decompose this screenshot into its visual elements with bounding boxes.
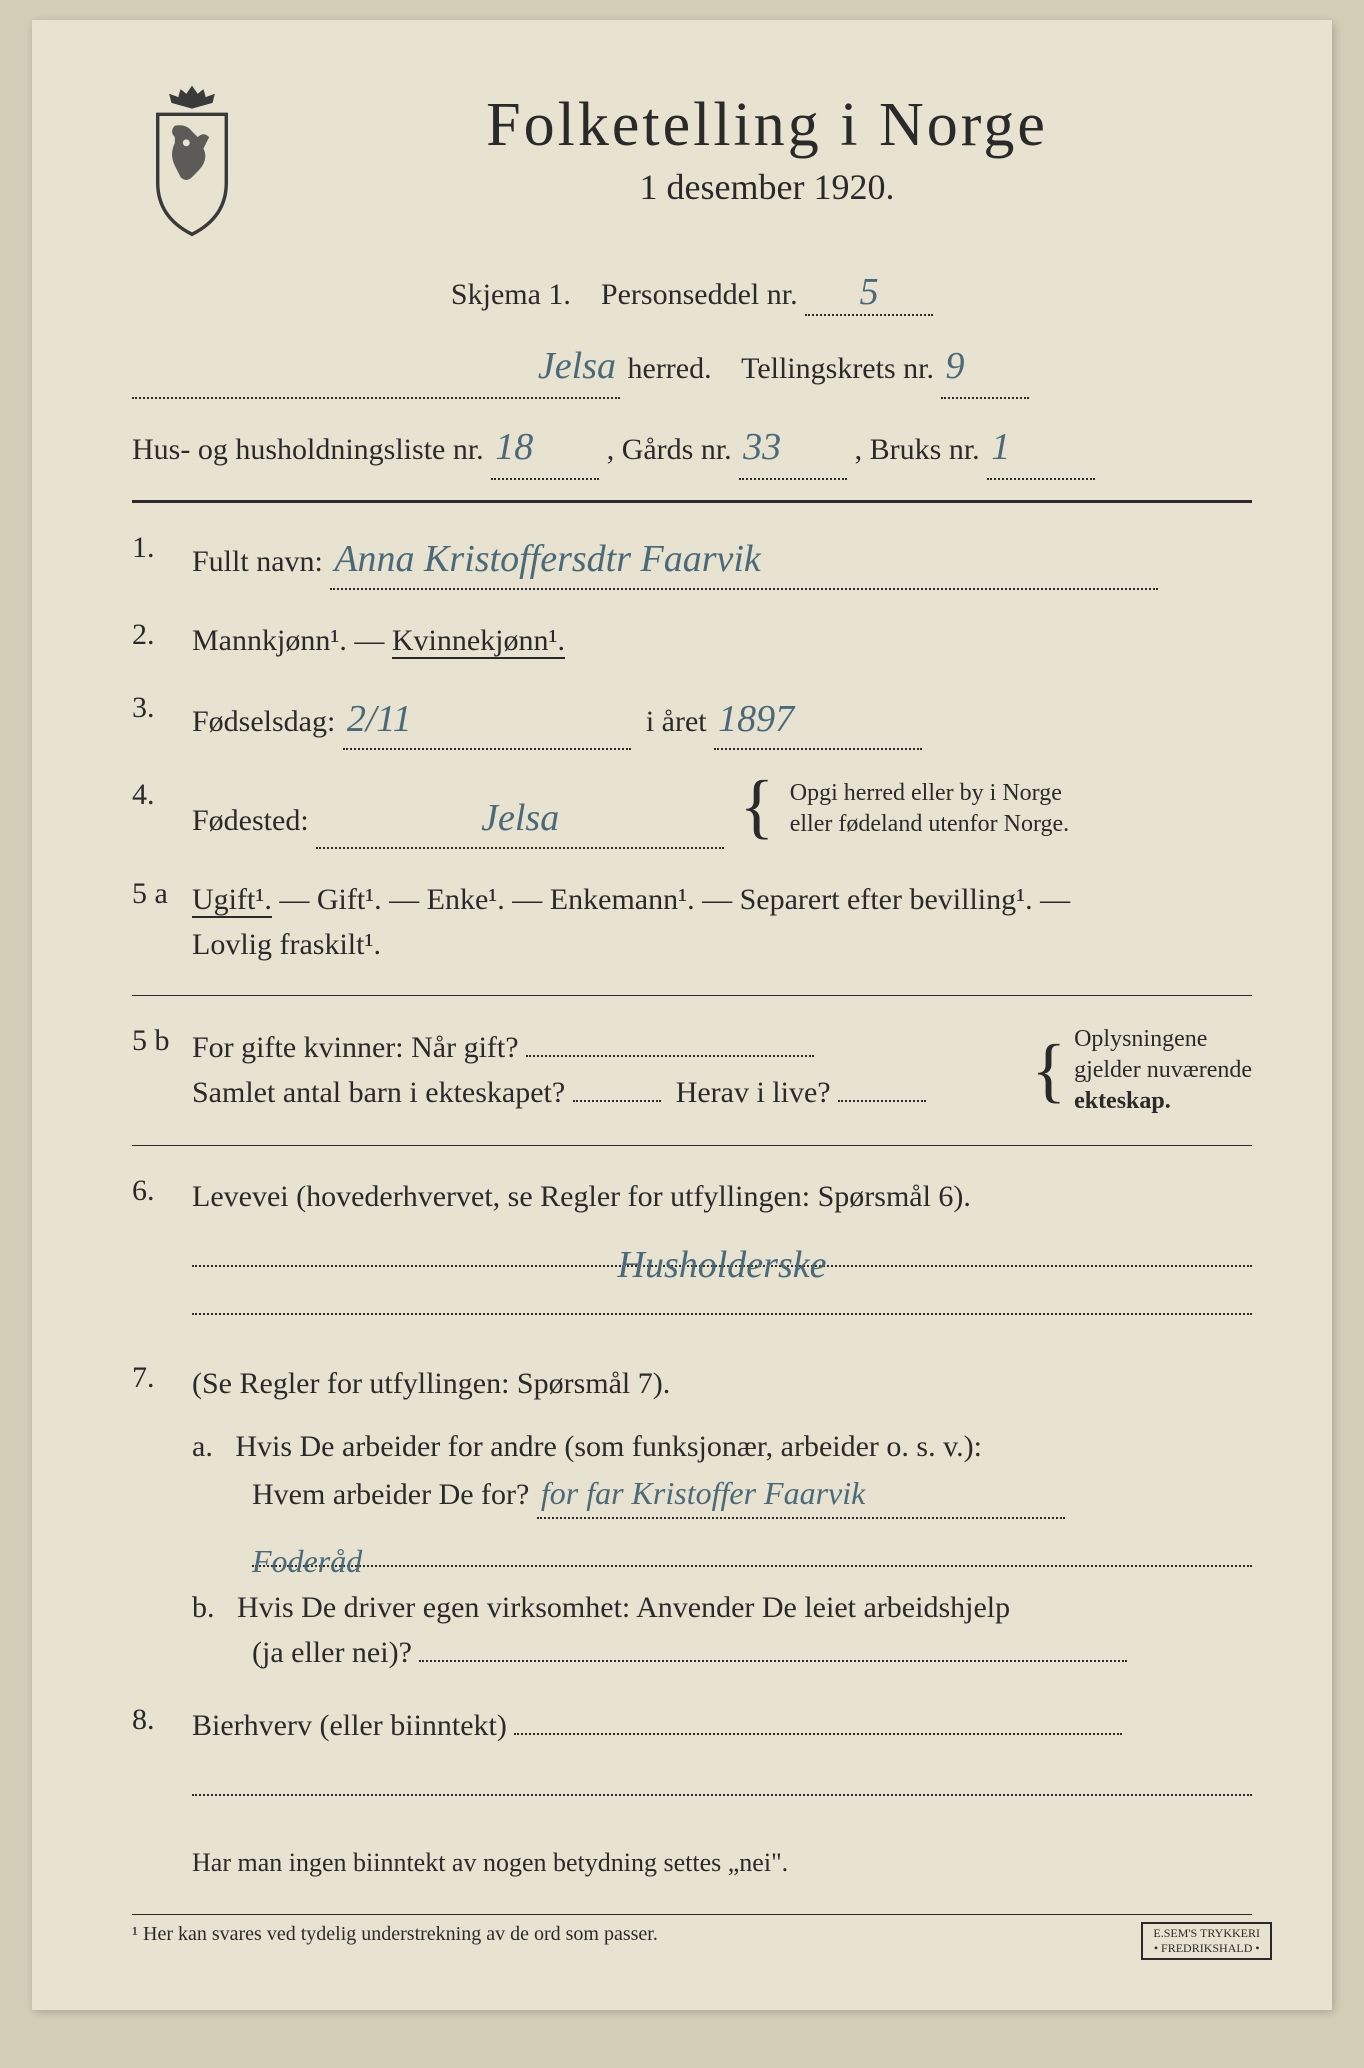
gards-nr: 33 (743, 417, 781, 478)
q7b-line1: Hvis De driver egen virksomhet: Anvender… (237, 1591, 1010, 1624)
q5a-opt3: Enke¹. (427, 883, 505, 916)
q7a-value2: Foderåd (252, 1537, 362, 1585)
q5a-opt1: Ugift¹. (192, 883, 272, 918)
gards-label: , Gårds nr. (607, 433, 732, 466)
telling-nr: 9 (945, 336, 964, 397)
q8-label: Bierhverv (eller biinntekt) (192, 1709, 507, 1742)
q1-num: 1. (132, 531, 192, 590)
q4-label: Fødested: (192, 804, 309, 837)
q5a-opt4: Enkemann¹. (550, 883, 695, 916)
bruks-label: , Bruks nr. (855, 433, 980, 466)
q3-year-label: i året (646, 705, 707, 738)
q5b-row: 5 b For gifte kvinner: Når gift? Samlet … (132, 1024, 1252, 1118)
person-label: Personseddel nr. (601, 278, 798, 311)
q7-label: (Se Regler for utfyllingen: Spørsmål 7). (192, 1367, 670, 1400)
q7a-line2: Hvem arbeider De for? (252, 1478, 529, 1511)
header-row: Folketelling i Norge 1 desember 1920. (132, 80, 1252, 240)
stamp-line1: E.SEM'S TRYKKERI (1153, 1926, 1260, 1940)
census-form-page: Folketelling i Norge 1 desember 1920. Sk… (32, 20, 1332, 2010)
herred-value: Jelsa (538, 336, 616, 397)
q6-num: 6. (132, 1174, 192, 1333)
q5b-num: 5 b (132, 1024, 192, 1118)
q7-row: 7. (Se Regler for utfyllingen: Spørsmål … (132, 1361, 1252, 1675)
coat-of-arms-icon (132, 80, 252, 240)
printer-stamp: E.SEM'S TRYKKERI • FREDRIKSHALD • (1141, 1922, 1272, 1960)
q5b-note2: gjelder nuværende (1074, 1057, 1252, 1083)
q5b-label1: For gifte kvinner: Når gift? (192, 1031, 519, 1064)
q2-dash: — (354, 624, 392, 657)
title-block: Folketelling i Norge 1 desember 1920. (282, 80, 1252, 238)
q5a-row: 5 a Ugift¹. — Gift¹. — Enke¹. — Enkemann… (132, 877, 1252, 967)
q6-label: Levevei (hovederhvervet, se Regler for u… (192, 1180, 971, 1213)
q3-num: 3. (132, 691, 192, 750)
q4-value: Jelsa (481, 790, 559, 847)
bruks-nr: 1 (991, 417, 1010, 478)
q1-value: Anna Kristoffersdtr Faarvik (334, 531, 760, 588)
q5b-note3: ekteskap. (1074, 1088, 1171, 1114)
q5b-note: Oplysningene gjelder nuværende ekteskap. (1074, 1024, 1252, 1118)
q6-value: Husholderske (618, 1237, 827, 1294)
q8-num: 8. (132, 1703, 192, 1814)
q2-num: 2. (132, 618, 192, 663)
q4-note: Opgi herred eller by i Norge eller fødel… (790, 778, 1069, 840)
brace-icon-2: { (1032, 1042, 1067, 1100)
q5a-opt6: Lovlig fraskilt¹. (192, 928, 381, 961)
q4-num: 4. (132, 778, 192, 849)
q7b-line2: (ja eller nei)? (252, 1636, 412, 1669)
bottom-note: Har man ingen biinntekt av nogen betydni… (192, 1842, 1252, 1884)
divider-3 (132, 1145, 1252, 1146)
q7a-value1: for far Kristoffer Faarvik (541, 1469, 865, 1517)
q7a-num: a. (192, 1430, 213, 1463)
herred-line: Jelsa herred. Tellingskrets nr. 9 (132, 336, 1252, 399)
divider-1 (132, 500, 1252, 503)
stamp-line2: • FREDRIKSHALD • (1154, 1941, 1260, 1955)
brace-icon: { (740, 766, 775, 846)
hus-nr: 18 (495, 417, 533, 478)
footnote: ¹ Her kan svares ved tydelig understrekn… (132, 1914, 1252, 1946)
q7a-line1: Hvis De arbeider for andre (som funksjon… (235, 1430, 982, 1463)
divider-2 (132, 995, 1252, 996)
q1-row: 1. Fullt navn: Anna Kristoffersdtr Faarv… (132, 531, 1252, 590)
telling-label: Tellingskrets nr. (741, 352, 934, 385)
q2-opt1: Mannkjønn¹. (192, 624, 347, 657)
main-title: Folketelling i Norge (282, 90, 1252, 161)
q4-note1: Opgi herred eller by i Norge (790, 780, 1062, 806)
q5a-num: 5 a (132, 877, 192, 967)
hus-label: Hus- og husholdningsliste nr. (132, 433, 484, 466)
schema-label: Skjema 1. (451, 278, 571, 311)
q6-row: 6. Levevei (hovederhvervet, se Regler fo… (132, 1174, 1252, 1333)
q3-year: 1897 (718, 691, 794, 748)
q8-row: 8. Bierhverv (eller biinntekt) (132, 1703, 1252, 1814)
q5b-note1: Oplysningene (1074, 1026, 1207, 1052)
herred-label: herred. (628, 352, 712, 385)
q3-row: 3. Fødselsdag: 2/11 i året 1897 (132, 691, 1252, 750)
q4-row: 4. Fødested: Jelsa { Opgi herred eller b… (132, 778, 1252, 849)
q5a-opt5: Separert efter bevilling¹. (740, 883, 1033, 916)
q3-day: 2/11 (347, 691, 412, 748)
q2-row: 2. Mannkjønn¹. — Kvinnekjønn¹. (132, 618, 1252, 663)
q5b-label3: Herav i live? (676, 1076, 831, 1109)
q3-label: Fødselsdag: (192, 705, 335, 738)
q4-note2: eller fødeland utenfor Norge. (790, 811, 1069, 837)
person-nr: 5 (860, 270, 879, 314)
q7-num: 7. (132, 1361, 192, 1675)
q5b-label2: Samlet antal barn i ekteskapet? (192, 1076, 565, 1109)
q1-label: Fullt navn: (192, 545, 323, 578)
q2-opt2: Kvinnekjønn¹. (392, 624, 565, 659)
subtitle: 1 desember 1920. (282, 166, 1252, 208)
q5a-opt2: Gift¹. (317, 883, 382, 916)
hus-line: Hus- og husholdningsliste nr. 18 , Gårds… (132, 417, 1252, 480)
q7b-num: b. (192, 1591, 215, 1624)
schema-line: Skjema 1. Personseddel nr. 5 (132, 270, 1252, 316)
